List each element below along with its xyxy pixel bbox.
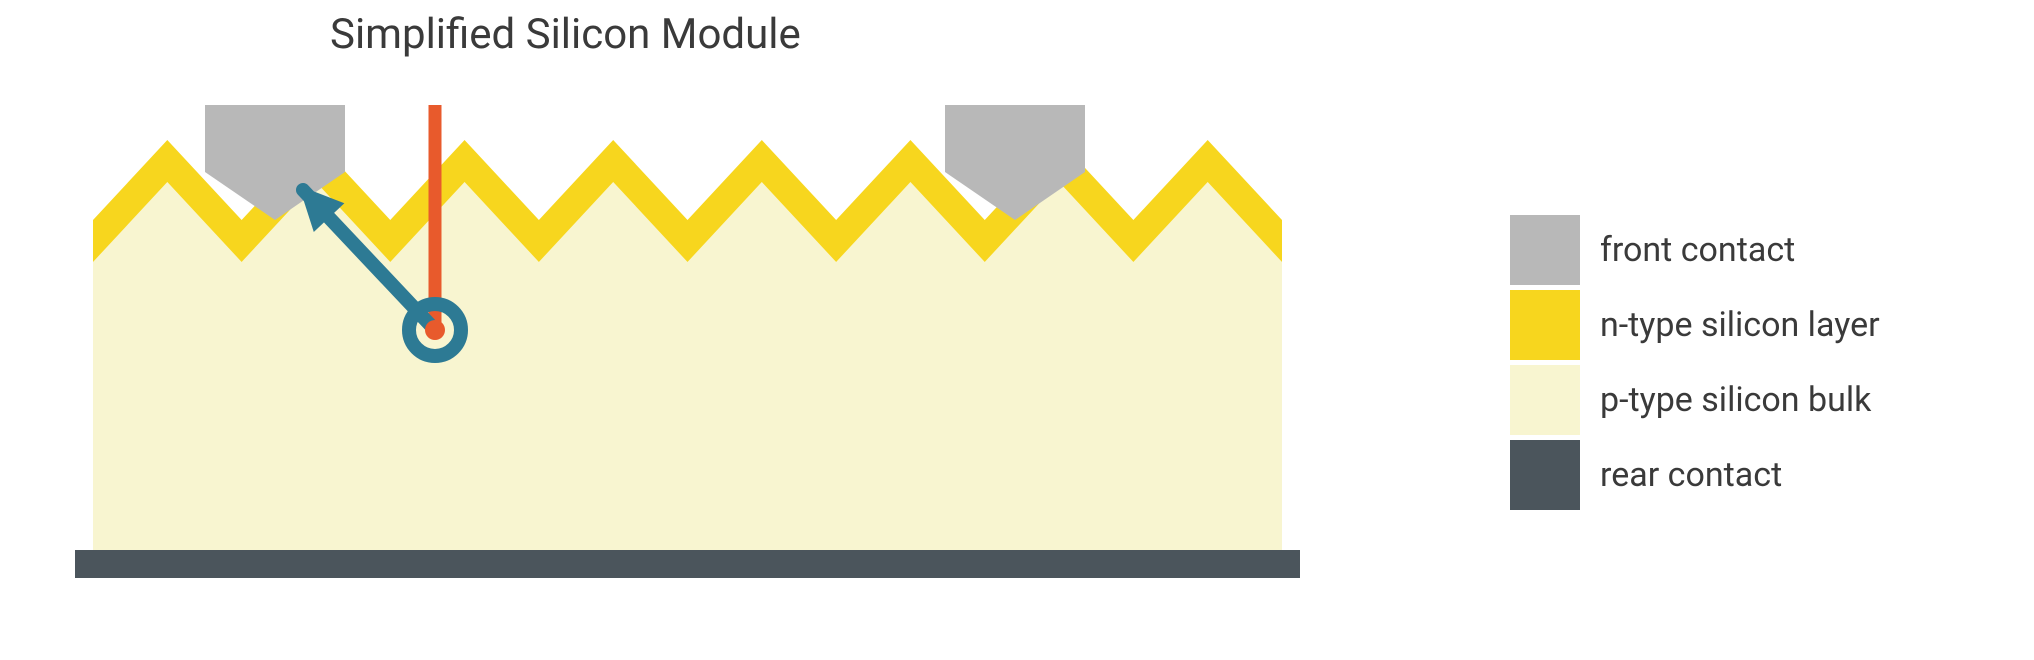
legend-label: rear contact — [1600, 455, 1782, 495]
diagram-container: Simplified Silicon Module front contact n… — [0, 0, 2034, 660]
legend-swatch — [1510, 365, 1580, 435]
legend-swatch — [1510, 215, 1580, 285]
legend-item: rear contact — [1510, 440, 1880, 510]
silicon-module-diagram — [75, 105, 1300, 590]
legend-label: p-type silicon bulk — [1600, 380, 1871, 420]
legend: front contact n-type silicon layer p-type … — [1510, 215, 1880, 510]
legend-item: p-type silicon bulk — [1510, 365, 1880, 435]
electron-center-icon — [425, 320, 445, 340]
legend-item: n-type silicon layer — [1510, 290, 1880, 360]
legend-item: front contact — [1510, 215, 1880, 285]
rear-contact-layer — [75, 550, 1300, 578]
legend-swatch — [1510, 290, 1580, 360]
legend-label: n-type silicon layer — [1600, 305, 1880, 345]
diagram-title: Simplified Silicon Module — [330, 10, 801, 59]
legend-label: front contact — [1600, 230, 1795, 270]
legend-swatch — [1510, 440, 1580, 510]
